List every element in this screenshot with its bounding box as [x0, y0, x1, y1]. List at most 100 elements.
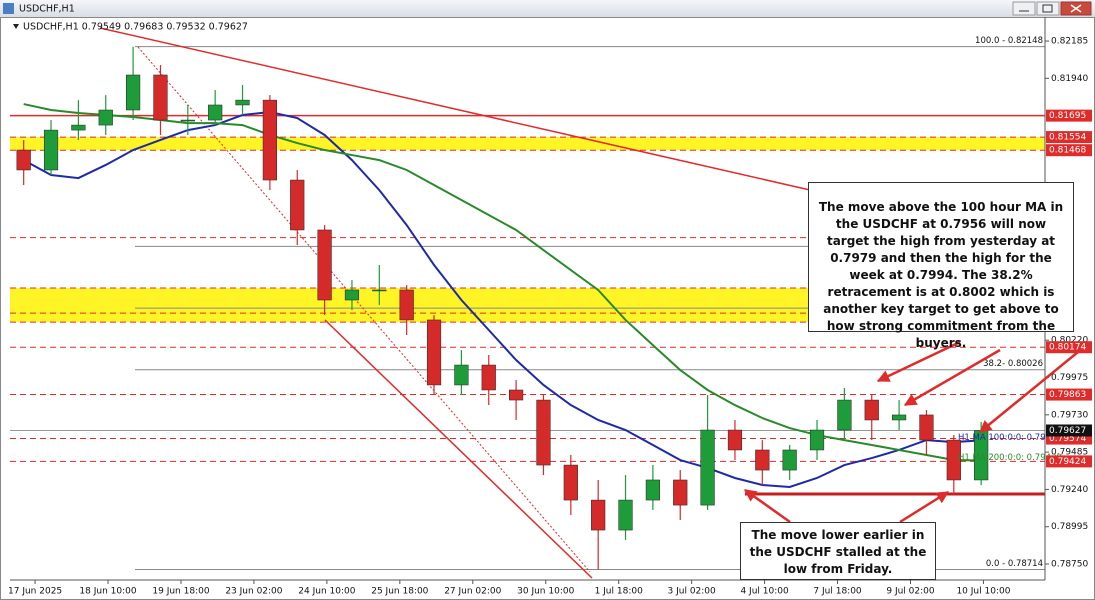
- candle-body: [782, 449, 797, 471]
- x-tick-label: 23 Jun 02:00: [225, 587, 282, 597]
- x-tick-label: 17 Jun 2025: [8, 587, 62, 597]
- level-label: 0.79424: [1049, 457, 1086, 467]
- level-label: 0.81695: [1049, 111, 1086, 121]
- candle-body: [481, 364, 496, 391]
- x-tick-label: 27 Jun 02:00: [444, 587, 501, 597]
- candle-body: [591, 499, 606, 531]
- arrow: [743, 488, 791, 524]
- candle-body: [645, 479, 660, 501]
- candle-body: [454, 364, 469, 386]
- y-tick-label: 0.78995: [1051, 522, 1088, 532]
- x-tick-label: 3 Jul 02:00: [668, 587, 717, 597]
- candle-body: [344, 289, 360, 301]
- y-tick-label: 0.79485: [1051, 448, 1088, 458]
- y-tick-label: 0.81940: [1051, 74, 1088, 84]
- candle-body: [262, 99, 277, 181]
- candle-body: [98, 109, 113, 126]
- level-label: 0.80174: [1049, 343, 1086, 353]
- candle-body: [16, 149, 31, 171]
- minimize-button[interactable]: [1012, 1, 1036, 16]
- level-box: [1046, 341, 1092, 354]
- fib-label: 38.2- 0.80026: [983, 359, 1043, 369]
- legend-label: H1 MA 100:0:0: 0.79562: [958, 433, 1062, 443]
- symbol-marker: [13, 24, 19, 29]
- candle-body: [837, 399, 852, 431]
- arrow: [899, 490, 950, 524]
- candle-body: [208, 104, 223, 121]
- x-tick-label: 19 Jun 18:00: [152, 587, 209, 597]
- maximize-icon: [1042, 4, 1053, 13]
- window-title: USDCHF,H1: [19, 4, 75, 15]
- current-price-box: [1046, 424, 1092, 437]
- y-tick-label: 0.80220: [1051, 336, 1088, 346]
- x-tick-label: 25 Jun 18:00: [371, 587, 428, 597]
- candle-body: [919, 414, 934, 441]
- arrow: [876, 340, 961, 383]
- candle-body: [71, 124, 86, 131]
- maximize-button[interactable]: [1036, 1, 1060, 16]
- candle-body: [864, 399, 879, 421]
- window-icon: [3, 3, 14, 14]
- candle-body: [372, 289, 387, 292]
- y-tick-label: 0.82185: [1051, 37, 1088, 47]
- x-tick-label: 9 Jul 02:00: [886, 587, 935, 597]
- x-tick-label: 24 Jun 10:00: [298, 587, 355, 597]
- candle-body: [727, 429, 743, 451]
- candle-body: [180, 119, 195, 122]
- candle-body: [235, 99, 250, 106]
- candle-body: [809, 429, 825, 451]
- x-tick-label: 4 Jul 10:00: [740, 587, 789, 597]
- candle-body: [426, 319, 442, 386]
- level-label: 0.81468: [1049, 146, 1086, 156]
- moving-average: [23, 110, 982, 488]
- candle-body: [563, 464, 578, 501]
- arrow: [903, 348, 1001, 407]
- candle-body: [673, 479, 688, 506]
- x-tick-label: 1 Jul 18:00: [595, 587, 644, 597]
- title-bar: [0, 0, 1095, 17]
- level-box: [1046, 109, 1092, 122]
- level-label: 0.79863: [1049, 390, 1086, 400]
- arrow: [979, 351, 1079, 433]
- candle-body: [126, 74, 141, 111]
- y-tick-label: 0.78750: [1051, 560, 1088, 570]
- annotation: The move above the 100 hour MA in the US…: [808, 182, 1074, 350]
- candle-body: [399, 289, 414, 321]
- x-tick-label: 18 Jun 10:00: [79, 587, 136, 597]
- level-box: [1046, 144, 1092, 157]
- x-tick-label: 7 Jul 18:00: [813, 587, 862, 597]
- x-tick-label: 30 Jun 10:00: [517, 587, 574, 597]
- candle-body: [700, 429, 715, 506]
- candle-body: [618, 499, 633, 531]
- level-label: 0.79574: [1049, 434, 1086, 444]
- legend-label: H1 MA 200:0:0: 0.79430: [958, 453, 1062, 463]
- fib-label: 0.0 - 0.78714: [986, 559, 1043, 569]
- level-label: 0.81554: [1049, 133, 1086, 143]
- close-icon: [1070, 4, 1082, 13]
- y-tick-label: 0.79975: [1051, 373, 1088, 383]
- candle-body: [290, 179, 305, 231]
- candle-body: [946, 439, 961, 481]
- candle-body: [509, 389, 524, 401]
- level-box: [1046, 455, 1092, 468]
- channel-line: [324, 319, 593, 579]
- y-tick-label: 0.79730: [1051, 410, 1088, 420]
- annotation: The move lower earlier in the USDCHF sta…: [740, 522, 936, 580]
- candle-body: [892, 414, 907, 421]
- level-box: [1046, 131, 1092, 144]
- current-price-label: 0.79627: [1049, 426, 1086, 436]
- candle-body: [153, 74, 168, 121]
- candle-body: [43, 129, 59, 171]
- chart-header: USDCHF,H1 0.79549 0.79683 0.79532 0.7962…: [23, 22, 248, 33]
- candle-body: [317, 229, 332, 301]
- x-tick-label: 10 Jul 10:00: [956, 587, 1010, 597]
- level-box: [1046, 388, 1092, 401]
- trend-line: [99, 27, 811, 191]
- fib-diagonal: [137, 46, 591, 573]
- candle-body: [536, 399, 551, 466]
- fib-label: 100.0 - 0.82148: [975, 36, 1043, 46]
- window-buttons[interactable]: [1012, 1, 1092, 16]
- candle-body: [755, 449, 770, 471]
- y-tick-label: 0.79240: [1051, 485, 1088, 495]
